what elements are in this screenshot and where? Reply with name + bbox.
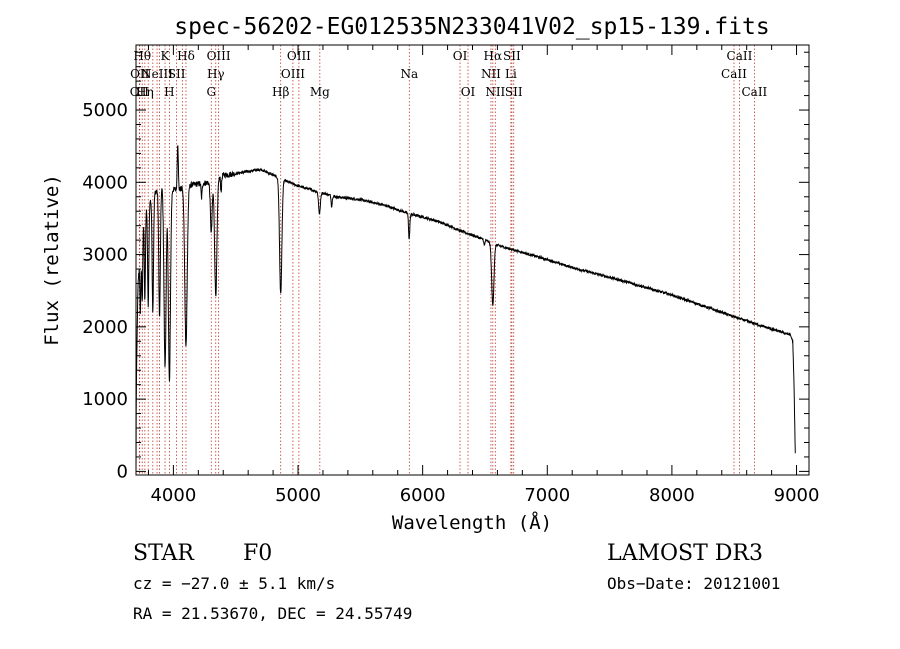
line-marker-label: Hδ — [177, 49, 195, 63]
line-marker-label: CaII — [727, 49, 753, 63]
line-marker-label: SII — [503, 49, 521, 63]
line-marker-label: NII — [481, 67, 501, 81]
line-marker-label: Hα — [484, 49, 503, 63]
line-markers — [138, 45, 755, 475]
line-marker-label: SII — [505, 85, 523, 99]
line-marker-label: Mg — [310, 85, 330, 99]
line-marker-label: G — [206, 85, 216, 99]
line-marker-label: OIII — [207, 49, 231, 63]
plot-frame — [135, 44, 810, 476]
redshift-cz: cz = −27.0 ± 5.1 km/s — [133, 574, 335, 593]
y-tick-label: 4000 — [82, 172, 128, 193]
chart-title: spec-56202-EG012535N233041V02_sp15-139.f… — [174, 14, 769, 40]
obs-date: Obs−Date: 20121001 — [607, 574, 780, 593]
line-marker-label: OII — [130, 85, 150, 99]
x-tick-label: 6000 — [400, 485, 446, 506]
x-tick-label: 9000 — [774, 485, 820, 506]
object-subclass: F0 — [243, 541, 272, 566]
y-axis-label: Flux (relative) — [41, 174, 63, 346]
x-axis: 4000 5000 6000 7000 8000 9000 — [147, 45, 820, 506]
x-tick-label: 4000 — [150, 485, 196, 506]
line-marker-label: Hγ — [207, 67, 225, 81]
spectrum-line — [135, 145, 796, 472]
line-marker-label: OIII — [287, 49, 311, 63]
y-tick-label: 3000 — [82, 245, 128, 266]
line-marker-label: OII — [130, 67, 150, 81]
y-tick-label: 0 — [117, 461, 128, 482]
y-tick-label: 5000 — [82, 100, 128, 121]
line-marker-label: NeIII — [141, 67, 173, 81]
line-marker-label: NII — [485, 85, 505, 99]
survey-name: LAMOST DR3 — [607, 541, 763, 566]
y-tick-label: 2000 — [82, 317, 128, 338]
x-axis-label: Wavelength (Å) — [392, 511, 552, 534]
line-marker-label: OIII — [281, 67, 305, 81]
line-marker-label: Na — [400, 67, 418, 81]
line-marker-label: H — [164, 85, 174, 99]
line-marker-label: CaII — [741, 85, 767, 99]
line-marker-label: OI — [453, 49, 468, 63]
x-tick-label: 7000 — [524, 485, 570, 506]
line-marker-label: Hβ — [272, 85, 289, 99]
y-axis: 0 1000 2000 3000 4000 5000 — [82, 51, 809, 482]
x-tick-label: 8000 — [649, 485, 695, 506]
y-tick-label: 1000 — [82, 389, 128, 410]
line-marker-label: OI — [461, 85, 476, 99]
line-marker-label: K — [161, 49, 171, 63]
line-marker-label: Hη — [136, 85, 154, 99]
object-class: STAR — [133, 541, 195, 566]
coordinates: RA = 21.53670, DEC = 24.55749 — [133, 604, 412, 623]
line-marker-label: CaII — [721, 67, 747, 81]
line-marker-labels: OIIOIIHθHηNeIIIKHSIIHδGHγOIIIHβOIIIOIIIM… — [130, 49, 768, 99]
line-marker-label: SII — [168, 67, 186, 81]
x-tick-label: 5000 — [275, 485, 321, 506]
line-marker-label: Li — [505, 67, 517, 81]
